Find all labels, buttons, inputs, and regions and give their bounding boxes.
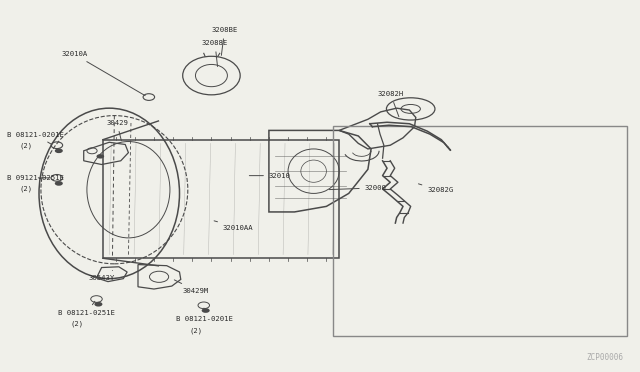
- Text: 32082H: 32082H: [378, 91, 404, 117]
- Circle shape: [55, 181, 63, 186]
- Text: (2): (2): [20, 143, 33, 149]
- Text: ZCP00006: ZCP00006: [586, 353, 623, 362]
- Text: B 08121-0201E: B 08121-0201E: [7, 132, 64, 144]
- Text: 32010: 32010: [250, 173, 291, 179]
- Text: 32088E: 32088E: [202, 40, 228, 67]
- Circle shape: [202, 308, 210, 313]
- Circle shape: [94, 302, 102, 307]
- Text: 32000: 32000: [329, 185, 387, 191]
- Text: 3208BE: 3208BE: [211, 28, 237, 55]
- Text: B 08121-0251E: B 08121-0251E: [58, 301, 115, 316]
- Circle shape: [97, 154, 104, 158]
- Text: (2): (2): [20, 186, 33, 192]
- Text: 30429M: 30429M: [174, 280, 209, 294]
- Text: 30543Y: 30543Y: [89, 270, 115, 281]
- Text: 32010AA: 32010AA: [214, 221, 253, 231]
- Text: 30429: 30429: [106, 120, 128, 141]
- Text: (2): (2): [71, 321, 84, 327]
- Circle shape: [55, 148, 63, 153]
- Text: B 08121-0201E: B 08121-0201E: [176, 308, 233, 323]
- Text: 32082G: 32082G: [419, 184, 454, 193]
- Bar: [103, 140, 339, 258]
- Text: B 09121-0251E: B 09121-0251E: [7, 175, 64, 181]
- Text: 32010A: 32010A: [61, 51, 145, 96]
- Text: (2): (2): [189, 327, 202, 334]
- Bar: [333, 126, 627, 336]
